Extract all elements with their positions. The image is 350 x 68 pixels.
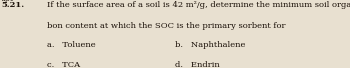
Text: d.   Endrin: d. Endrin <box>175 61 220 68</box>
Text: a.   Toluene: a. Toluene <box>47 41 96 49</box>
Text: If the surface area of a soil is 42 m²/g, determine the minimum soil organi: If the surface area of a soil is 42 m²/g… <box>47 1 350 9</box>
Text: upt’: upt’ <box>0 0 16 3</box>
Text: b.   Naphthalene: b. Naphthalene <box>175 41 245 49</box>
Text: bon content at which the SOC is the primary sorbent for: bon content at which the SOC is the prim… <box>47 22 286 30</box>
Text: c: c <box>348 1 350 10</box>
Text: c.   TCA: c. TCA <box>47 61 80 68</box>
Text: 5.21.: 5.21. <box>2 1 25 9</box>
